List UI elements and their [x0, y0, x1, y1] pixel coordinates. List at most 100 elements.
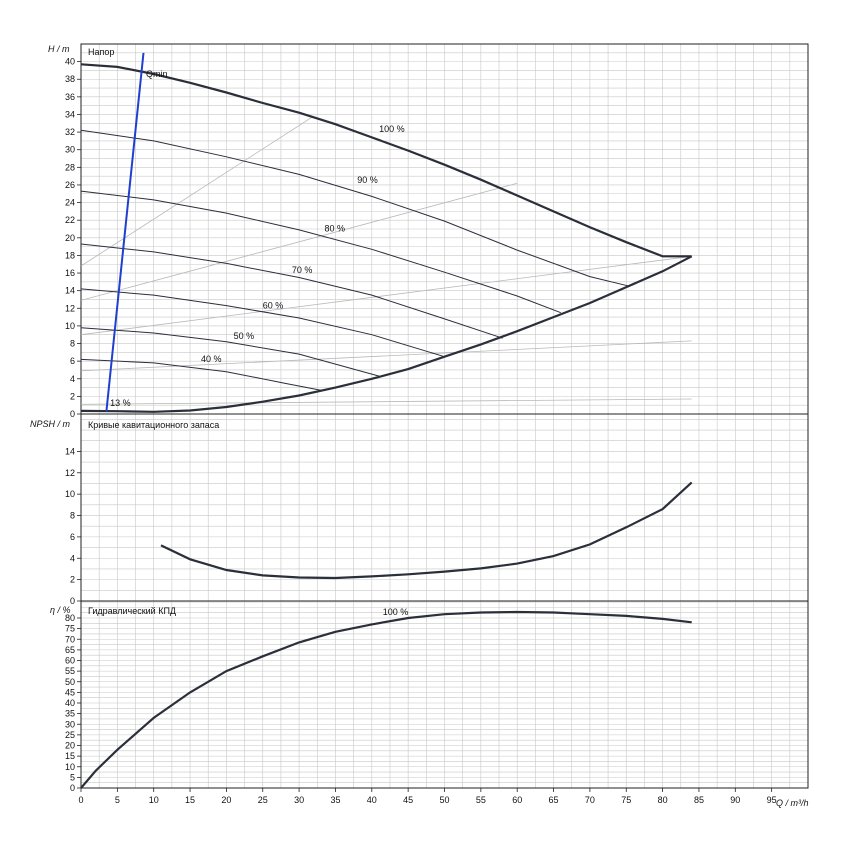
label-layer: 0246810121416182022242628303234363840024… [65, 57, 777, 805]
y-tick-label: 20 [65, 741, 75, 751]
x-tick-label: 45 [403, 795, 413, 805]
efficiency-axis-label: η / % [50, 605, 71, 615]
npsh-axis-label: NPSH / m [30, 419, 71, 429]
y-tick-label: 25 [65, 730, 75, 740]
y-tick-label: 70 [65, 634, 75, 644]
y-tick-label: 80 [65, 613, 75, 623]
speed-curve-60 [80, 288, 445, 358]
qmin-line [105, 52, 145, 412]
speed-label-100: 100 % [379, 124, 405, 134]
y-tick-label: 18 [65, 250, 75, 260]
y-tick-label: 16 [65, 268, 75, 278]
y-tick-label: 60 [65, 656, 75, 666]
y-tick-label: 5 [70, 772, 75, 782]
y-tick-label: 38 [65, 74, 75, 84]
y-tick-label: 4 [70, 553, 75, 563]
y-tick-label: 30 [65, 719, 75, 729]
y-tick-label: 55 [65, 666, 75, 676]
y-tick-label: 0 [70, 783, 75, 793]
y-tick-label: 10 [65, 321, 75, 331]
x-tick-label: 75 [621, 795, 631, 805]
efficiency-panel-title: Гидравлический КПД [88, 606, 176, 616]
head-panel-title: Напор [88, 47, 114, 57]
y-tick-label: 10 [65, 762, 75, 772]
x-tick-label: 80 [658, 795, 668, 805]
x-tick-label: 30 [294, 795, 304, 805]
speed-label-70: 70 % [292, 265, 313, 275]
y-tick-label: 2 [70, 575, 75, 585]
y-tick-label: 36 [65, 92, 75, 102]
panel-frames [77, 43, 809, 792]
y-tick-label: 75 [65, 624, 75, 634]
y-tick-label: 15 [65, 751, 75, 761]
speed-label-60: 60 % [263, 300, 284, 310]
x-tick-label: 70 [585, 795, 595, 805]
system-curve [80, 182, 518, 301]
y-tick-label: 24 [65, 198, 75, 208]
efficiency-curve [80, 610, 692, 789]
y-tick-label: 14 [65, 446, 75, 456]
min-speed-curve [80, 255, 693, 413]
speed-label-50: 50 % [234, 331, 255, 341]
speed-curve-70 [80, 243, 503, 339]
y-tick-label: 50 [65, 677, 75, 687]
y-tick-label: 30 [65, 145, 75, 155]
y-tick-label: 40 [65, 57, 75, 67]
x-tick-label: 5 [115, 795, 120, 805]
x-tick-label: 40 [367, 795, 377, 805]
max-speed-curve [80, 63, 692, 258]
x-tick-label: 0 [78, 795, 83, 805]
x-tick-label: 60 [512, 795, 522, 805]
x-tick-label: 90 [730, 795, 740, 805]
speed-curve-50 [80, 327, 380, 377]
speed-curve-40 [80, 358, 321, 391]
x-tick-label: 65 [549, 795, 559, 805]
y-tick-label: 12 [65, 303, 75, 313]
y-tick-label: 12 [65, 468, 75, 478]
y-tick-label: 6 [70, 356, 75, 366]
y-tick-label: 14 [65, 286, 75, 296]
speed-label-80: 80 % [325, 224, 346, 234]
x-tick-label: 35 [330, 795, 340, 805]
x-tick-label: 50 [439, 795, 449, 805]
x-tick-label: 20 [221, 795, 231, 805]
y-tick-label: 8 [70, 511, 75, 521]
y-tick-label: 6 [70, 532, 75, 542]
npsh-panel-title: Кривые кавитационного запаса [88, 420, 219, 430]
y-tick-label: 28 [65, 162, 75, 172]
y-tick-label: 22 [65, 215, 75, 225]
speed-curve-80 [80, 190, 561, 314]
y-tick-label: 20 [65, 233, 75, 243]
system-curve [80, 255, 692, 336]
x-tick-label: 10 [149, 795, 159, 805]
flow-axis-label: Q / m³/h [776, 798, 809, 808]
speed-label-90: 90 % [357, 175, 378, 185]
head-axis-label: H / m [48, 44, 70, 54]
y-tick-label: 4 [70, 374, 75, 384]
system-curve [80, 115, 314, 267]
y-tick-label: 65 [65, 645, 75, 655]
speed-label-13: 13 % [110, 398, 131, 408]
system-curves [80, 115, 692, 405]
x-tick-label: 55 [476, 795, 486, 805]
y-tick-label: 34 [65, 109, 75, 119]
y-tick-label: 2 [70, 391, 75, 401]
npsh-curve [160, 481, 693, 580]
y-tick-label: 35 [65, 709, 75, 719]
qmin-label: Qmin [146, 69, 168, 79]
y-tick-label: 0 [70, 409, 75, 419]
system-curve [80, 340, 692, 372]
system-curve [80, 398, 692, 405]
curve-layer [80, 52, 693, 789]
x-tick-label: 25 [258, 795, 268, 805]
x-tick-label: 15 [185, 795, 195, 805]
y-tick-label: 45 [65, 687, 75, 697]
grid-layer [80, 43, 809, 789]
x-tick-label: 85 [694, 795, 704, 805]
speed-label-40: 40 % [201, 354, 222, 364]
y-tick-label: 0 [70, 596, 75, 606]
x-tick-label: 95 [767, 795, 777, 805]
speed-curve-90 [80, 129, 631, 287]
y-tick-label: 26 [65, 180, 75, 190]
